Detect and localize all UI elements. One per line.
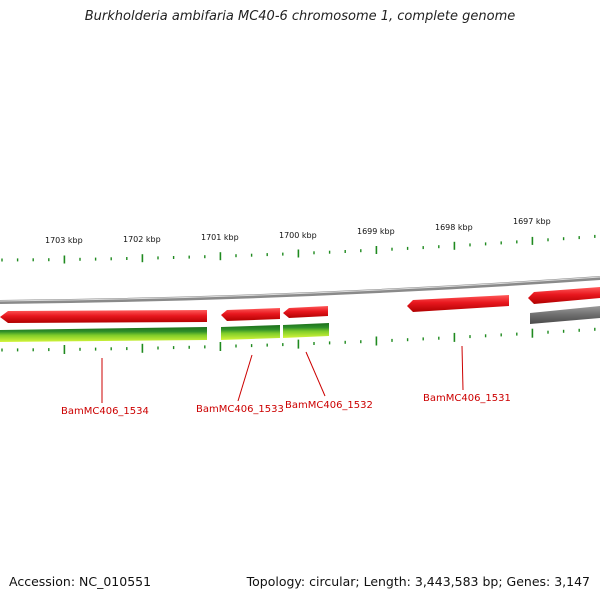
scale-label-1699: 1699 kbp bbox=[357, 227, 395, 236]
leader-line-BamMC406_1531 bbox=[461, 345, 464, 391]
gene-label-BamMC406_1531[interactable]: BamMC406_1531 bbox=[423, 393, 511, 404]
map-title: Burkholderia ambifaria MC40-6 chromosome… bbox=[84, 9, 516, 24]
scale-ticks-upper bbox=[1, 234, 596, 264]
scale-label-1703: 1703 kbp bbox=[45, 236, 83, 245]
genome-backbone-highlight bbox=[0, 276, 600, 302]
scale-label-1702: 1702 kbp bbox=[123, 235, 161, 244]
gene-arrow-BamMC406_1532[interactable] bbox=[283, 306, 328, 318]
feature-track-1534 bbox=[0, 327, 207, 342]
gene-block-gray[interactable] bbox=[530, 306, 600, 324]
gene-arrow-right-edge[interactable] bbox=[528, 287, 600, 304]
feature-track-1532 bbox=[283, 323, 329, 338]
gene-label-BamMC406_1532[interactable]: BamMC406_1532 bbox=[285, 400, 373, 411]
scale-label-1697: 1697 kbp bbox=[513, 217, 551, 226]
accession-text: Accession: NC_010551 bbox=[9, 574, 152, 589]
leader-line-BamMC406_1533 bbox=[237, 354, 253, 402]
gene-arrow-BamMC406_1533[interactable] bbox=[221, 308, 280, 321]
gene-arrow-BamMC406_1534[interactable] bbox=[0, 310, 207, 323]
gene-arrow-BamMC406_1531[interactable] bbox=[407, 295, 509, 312]
scale-label-1701: 1701 kbp bbox=[201, 233, 239, 242]
topology-summary-text: Topology: circular; Length: 3,443,583 bp… bbox=[246, 574, 590, 589]
leader-line-BamMC406_1532 bbox=[305, 351, 326, 397]
genome-backbone bbox=[0, 276, 600, 304]
gene-label-BamMC406_1533[interactable]: BamMC406_1533 bbox=[196, 404, 284, 415]
scale-ticks-lower bbox=[1, 327, 596, 354]
scale-label-1698: 1698 kbp bbox=[435, 223, 473, 232]
scale-label-1700: 1700 kbp bbox=[279, 231, 317, 240]
feature-track-1533 bbox=[221, 325, 280, 340]
scale-labels: 1703 kbp 1702 kbp 1701 kbp 1700 kbp 1699… bbox=[45, 217, 551, 245]
gene-label-BamMC406_1534[interactable]: BamMC406_1534 bbox=[61, 406, 149, 417]
